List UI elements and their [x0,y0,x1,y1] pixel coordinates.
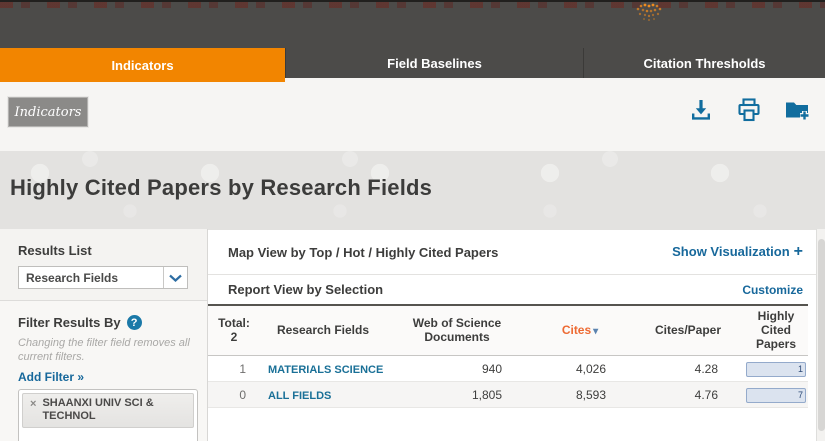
remove-filter-icon[interactable]: × [30,397,37,410]
map-view-header: Map View by Top / Hot / Highly Cited Pap… [208,230,825,275]
plus-icon: + [793,243,803,260]
row-rank: 0 [208,381,260,409]
column-header-research-fields[interactable]: Research Fields [260,304,386,357]
filter-tag: × SHAANXI UNIV SCI & TECHNOL [22,392,194,429]
column-header-highly-cited-papers[interactable]: Highly Cited Papers [744,304,808,357]
print-icon[interactable] [735,96,763,124]
table-row: 1 MATERIALS SCIENCE 940 4,026 4.28 1 [208,355,808,383]
active-filters-box: × SHAANXI UNIV SCI & TECHNOL [18,388,198,441]
help-icon[interactable]: ? [126,315,142,330]
dotted-logo-icon [636,3,662,21]
highly-cited-papers-bar[interactable]: 7 [746,387,806,403]
breadcrumb-indicators-button[interactable]: Indicators [8,97,88,127]
column-header-total: Total: 2 [208,304,260,357]
filter-results-by-label: Filter Results By [18,315,121,330]
indicators-table: Total: 2 Research Fields Web of Science … [208,304,808,409]
download-icon[interactable] [687,96,715,124]
customize-link[interactable]: Customize [742,282,803,297]
filter-note: Changing the filter field removes all cu… [18,337,190,364]
chevron-down-icon [163,267,187,288]
sidebar: Results List Research Fields Filter Resu… [0,229,208,441]
table-row: 0 ALL FIELDS 1,805 8,593 4.76 7 [208,381,808,409]
page-title: Highly Cited Papers by Research Fields [10,175,433,200]
map-view-title: Map View by Top / Hot / Highly Cited Pap… [228,244,499,260]
results-list-section: Results List Research Fields [0,229,207,301]
wos-documents-value: 940 [386,355,528,383]
header-texture [0,2,825,8]
cites-value: 8,593 [528,381,632,409]
report-view-title: Report View by Selection [228,282,384,297]
highly-cited-papers-bar[interactable]: 1 [746,361,806,377]
column-header-cites[interactable]: Cites ▾ [528,304,632,357]
research-field-link[interactable]: MATERIALS SCIENCE [268,363,384,376]
report-view-header: Report View by Selection Customize [208,275,825,304]
scrollbar-thumb[interactable] [818,239,825,431]
cites-value: 4,026 [528,355,632,383]
row-rank: 1 [208,355,260,383]
results-list-label: Results List [18,243,92,258]
tab-field-baselines[interactable]: Field Baselines [285,48,583,78]
filter-tag-label: SHAANXI UNIV SCI & TECHNOL [42,396,154,423]
add-filter-link[interactable]: Add Filter » [18,369,85,384]
main-content: Map View by Top / Hot / Highly Cited Pap… [208,229,825,441]
column-header-wos-documents[interactable]: Web of Science Documents [386,304,528,357]
main-tab-bar: Indicators Field Baselines Citation Thre… [0,48,825,82]
filter-section: Filter Results By ? Changing the filter … [0,301,207,441]
cites-per-paper-value: 4.28 [632,355,744,383]
wos-documents-value: 1,805 [386,381,528,409]
tab-citation-thresholds[interactable]: Citation Thresholds [583,48,825,78]
vertical-scrollbar[interactable] [816,229,825,441]
tab-indicators[interactable]: Indicators [0,48,285,82]
show-visualization-label: Show Visualization [672,244,790,259]
column-header-cites-per-paper[interactable]: Cites/Paper [632,304,744,357]
title-band: Highly Cited Papers by Research Fields [0,151,825,229]
research-field-link[interactable]: ALL FIELDS [268,389,332,402]
cites-per-paper-value: 4.76 [632,381,744,409]
results-list-dropdown[interactable]: Research Fields [18,266,188,289]
results-list-selected-value: Research Fields [26,270,119,285]
sort-descending-icon: ▾ [593,325,599,337]
add-to-folder-icon[interactable] [783,96,811,124]
show-visualization-link[interactable]: Show Visualization + [672,243,803,261]
toolbar: Indicators [0,82,825,151]
top-header-bar [0,0,825,48]
